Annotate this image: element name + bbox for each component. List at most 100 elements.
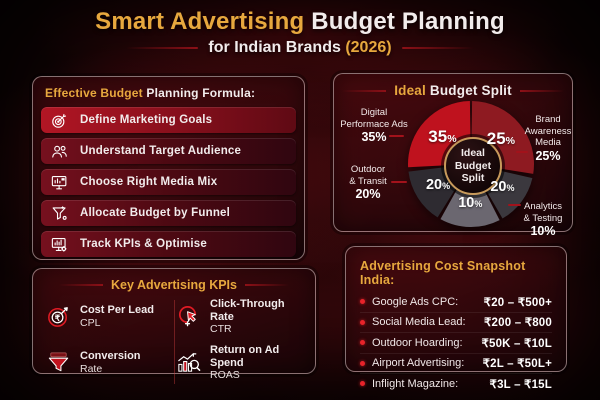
callout-line: Media — [535, 137, 561, 149]
kpi-heading-left-line — [59, 284, 104, 286]
page-title-rest: Budget Planning — [304, 8, 505, 35]
callout-line: Brand — [535, 114, 561, 125]
cost-rows: Google Ads CPC: ₹20 – ₹500+ Social Media … — [360, 292, 552, 394]
callout-line: Analytics — [523, 201, 562, 212]
formula-heading-rest: Planning Formula: — [142, 86, 256, 100]
pie-center-line1: Ideal — [461, 147, 485, 160]
bullet-icon — [360, 319, 365, 325]
pie-heading-highlight: Ideal — [394, 83, 426, 98]
cost-value: ₹2L – ₹50L+ — [482, 358, 552, 371]
kpi-title: Click-Through Rate — [210, 298, 285, 323]
bullet-icon — [360, 299, 365, 305]
formula-step-budget-funnel: Allocate Budget by Funnel — [41, 200, 296, 226]
rupee-target-icon: ₹ — [48, 307, 68, 328]
subtitle-left-line — [126, 47, 199, 49]
kpi-text: Click-Through Rate CTR — [210, 298, 305, 336]
callout-line: Digital — [360, 107, 388, 118]
conversion-funnel-icon — [48, 352, 69, 372]
audience-icon — [52, 145, 67, 158]
formula-step-label: Define Marketing Goals — [80, 114, 213, 126]
formula-step-label: Allocate Budget by Funnel — [80, 207, 231, 219]
kpi-heading-right-line — [244, 284, 289, 286]
budget-funnel-icon — [52, 205, 67, 220]
cost-panel-heading: Advertising Cost Snapshot India: — [360, 259, 526, 287]
callout-analytics-testing: Analytics & Testing 10% — [519, 201, 567, 239]
callout-line: & Testing — [523, 212, 563, 224]
pie-panel-heading: Ideal Budget Split — [394, 83, 512, 98]
kpi-item-conversion-rate: Conversion Rate — [45, 344, 175, 382]
leader-line-brand — [516, 151, 528, 153]
callout-pct: 35% — [361, 130, 387, 145]
kpi-item-ctr: Click-Through Rate CTR — [175, 298, 305, 336]
svg-text:₹: ₹ — [55, 313, 61, 323]
callout-brand-awareness-media: Brand Awareness Media 25% — [524, 114, 572, 164]
pie-slice-value-label: 35% — [428, 127, 457, 147]
cost-value: ₹3L – ₹15L — [489, 378, 552, 391]
budget-formula-panel: Effective Budget Planning Formula: Defin… — [32, 76, 305, 260]
kpi-item-cpl: ₹ Cost Per Lead CPL — [45, 298, 175, 336]
callout-line: Awareness — [524, 125, 572, 137]
callout-digital-performance-ads: Digital Performace Ads 35% — [338, 107, 410, 145]
pie-slice-value-label: 10% — [458, 195, 483, 212]
chart-magnifier-icon — [178, 353, 201, 373]
formula-panel-heading: Effective Budget Planning Formula: — [45, 86, 296, 100]
callout-line: Performace Ads — [340, 118, 408, 130]
kpi-abbr: CTR — [210, 323, 232, 336]
leader-line-digital — [389, 135, 404, 137]
page-title-highlight: Smart Advertising — [95, 8, 305, 35]
leader-line-analytics — [508, 204, 521, 206]
callout-pct: 20% — [355, 187, 381, 202]
pie-slice-value-label: 20% — [425, 176, 451, 193]
page-subtitle-row: for Indian Brands (2026) — [0, 39, 600, 57]
kpi-grid-divider — [174, 300, 175, 384]
callout-pct: 25% — [535, 148, 561, 163]
kpi-text: Conversion Rate — [80, 350, 141, 375]
subtitle-year: (2026) — [345, 39, 392, 56]
media-monitor-icon — [51, 175, 67, 189]
kpi-panel-heading: Key Advertising KPIs — [111, 278, 237, 292]
cost-row-airport-advertising: Airport Advertising: ₹2L – ₹50L+ — [360, 352, 552, 374]
kpi-panel-heading-row: Key Advertising KPIs — [33, 278, 315, 292]
pie-slice-value-label: 20% — [490, 179, 515, 196]
kpi-grid: ₹ Cost Per Lead CPL Click-Through Rate CTR… — [33, 298, 315, 390]
cost-label: Inflight Magazine: — [372, 377, 459, 390]
cost-row-social-media: Social Media Lead: ₹200 – ₹800 — [360, 311, 552, 333]
page-subtitle: for Indian Brands (2026) — [208, 39, 391, 57]
pie-heading-rest: Budget Split — [425, 83, 512, 98]
key-kpis-panel: Key Advertising KPIs ₹ Cost Per Lead CPL … — [32, 268, 316, 384]
budget-split-panel: Ideal Budget Split Ideal Budget Split 25… — [333, 73, 573, 238]
pie-heading-row: Ideal Budget Split — [334, 83, 572, 98]
subtitle-right-line — [401, 47, 474, 49]
kpi-title: Return on Ad Spend — [210, 343, 280, 369]
formula-step-track-kpis: Track KPIs & Optimise — [41, 231, 296, 257]
cost-row-inflight-magazine: Inflight Magazine: ₹3L – ₹15L — [360, 373, 552, 394]
pie-slice — [440, 164, 500, 228]
kpi-item-roas: Return on Ad Spend ROAS — [175, 344, 305, 382]
formula-heading-highlight: Effective Budget — [45, 86, 143, 100]
formula-step-label: Track KPIs & Optimise — [80, 238, 207, 250]
cost-value: ₹200 – ₹800 — [484, 317, 552, 330]
kpi-monitor-gear-icon — [51, 237, 67, 252]
formula-step-label: Choose Right Media Mix — [80, 176, 218, 188]
bullet-icon — [360, 340, 365, 346]
cost-label: Google Ads CPC: — [372, 295, 459, 308]
cost-label: Outdoor Hoarding: — [372, 336, 463, 349]
pie-center-line3: Split — [461, 172, 485, 185]
pie-heading-right-line — [519, 89, 564, 92]
leader-line-outdoor — [391, 181, 407, 183]
cost-label: Social Media Lead: — [372, 316, 466, 329]
cost-snapshot-panel: Advertising Cost Snapshot India: Google … — [345, 246, 567, 391]
formula-list: Define Marketing Goals Understand Target… — [41, 107, 296, 257]
formula-step-media-mix: Choose Right Media Mix — [41, 169, 296, 195]
cost-row-google-ads: Google Ads CPC: ₹20 – ₹500+ — [360, 292, 552, 312]
cost-row-outdoor-hoarding: Outdoor Hoarding: ₹50K – ₹10L — [360, 332, 552, 353]
page-title: Smart Advertising Budget Planning — [0, 8, 600, 36]
cost-value: ₹20 – ₹500+ — [483, 296, 552, 309]
callout-outdoor-transit: Outdoor & Transit 20% — [335, 164, 401, 202]
bullet-icon — [360, 381, 365, 387]
cost-value: ₹50K – ₹10L — [481, 337, 552, 350]
header: Smart Advertising Budget Planning for In… — [0, 8, 600, 57]
pie-center-line2: Budget — [454, 159, 492, 172]
kpi-text: Return on Ad Spend ROAS — [210, 344, 305, 382]
formula-step-define-goals: Define Marketing Goals — [41, 107, 296, 133]
